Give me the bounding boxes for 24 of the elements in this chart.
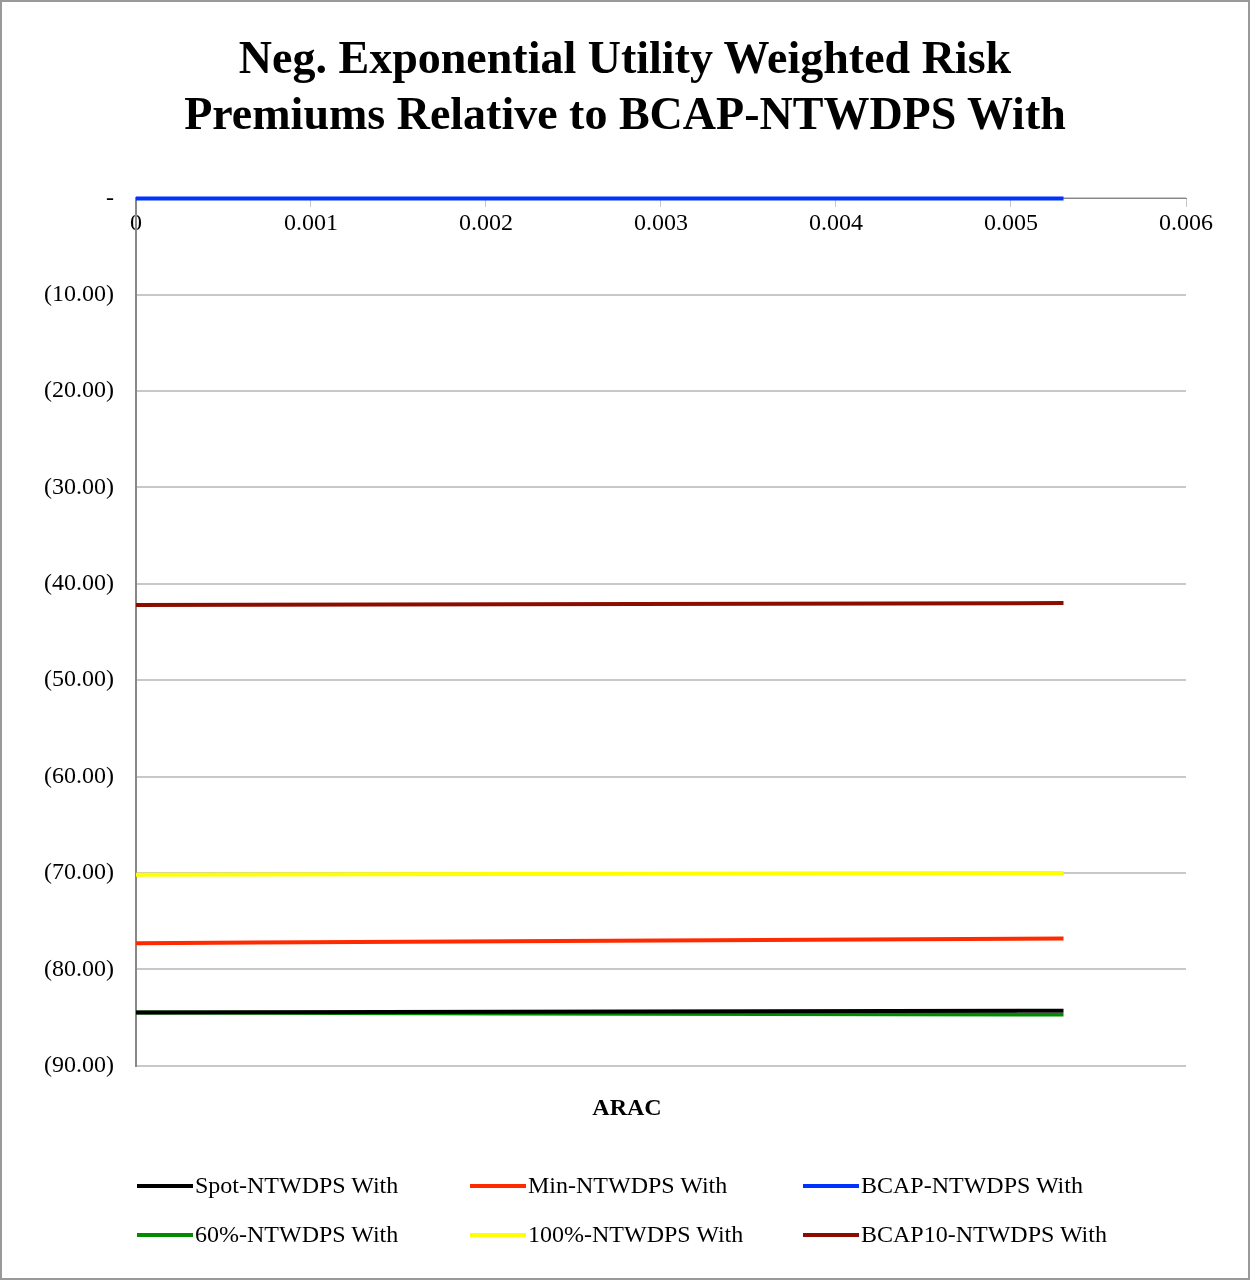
x-tick-label: 0.004 [808, 209, 863, 236]
legend-label: Spot-NTWDPS With [195, 1172, 399, 1199]
y-tick-label: - [105, 183, 114, 210]
x-axis-title: ARAC [591, 1094, 663, 1121]
legend-label: 60%-NTWDPS With [195, 1221, 399, 1248]
legend-label: 100%-NTWDPS With [528, 1221, 744, 1248]
legend-label: BCAP-NTWDPS With [861, 1172, 1083, 1199]
legend-label: BCAP10-NTWDPS With [861, 1221, 1107, 1248]
y-tick-label: (50.00) [44, 665, 114, 692]
y-tick-label: (70.00) [44, 858, 114, 885]
y-tick-label: (60.00) [44, 761, 114, 788]
y-tick-label: (40.00) [44, 569, 114, 596]
x-tick-label: 0.006 [1159, 209, 1213, 236]
y-tick-label: (20.00) [44, 376, 114, 403]
y-tick-label: (30.00) [44, 472, 114, 499]
y-tick-label: (10.00) [44, 280, 114, 307]
y-tick-label: (80.00) [44, 954, 114, 981]
x-tick-label: 0.001 [283, 209, 338, 236]
x-tick-label: 0.002 [458, 209, 513, 236]
chart-title: Neg. Exponential Utility Weighted Risk Premiums Relative to BCAP-NTWDPS With [183, 31, 1067, 141]
x-tick-label: 0.003 [633, 209, 688, 236]
legend-label: Min-NTWDPS With [528, 1172, 728, 1199]
x-tick-label: 0.005 [984, 209, 1038, 236]
y-tick-label: (90.00) [44, 1050, 114, 1077]
